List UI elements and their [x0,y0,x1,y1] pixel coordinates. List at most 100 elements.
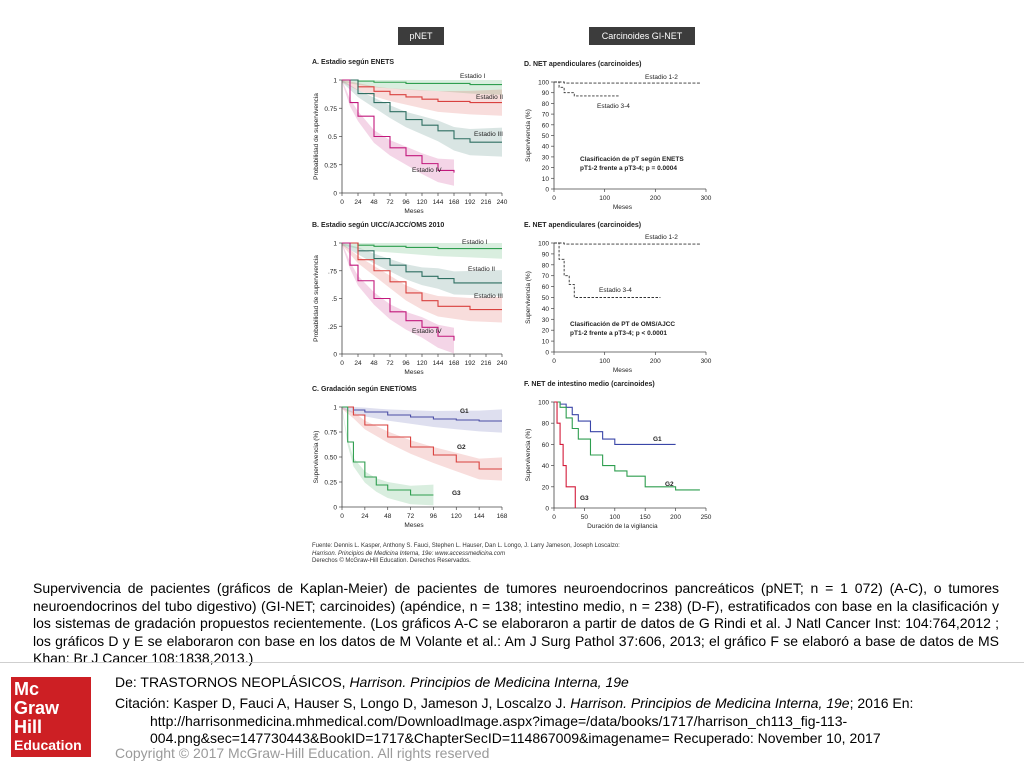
confidence-band [342,407,502,433]
y-tick-label: .25 [328,324,337,331]
x-tick-label: 216 [481,199,492,206]
x-tick-label: 96 [430,513,438,520]
y-axis-label: Supervivencia (%) [525,109,532,162]
series-label: G2 [665,481,674,488]
confidence-band [342,243,502,296]
survival-curve [342,79,502,86]
x-tick-label: 24 [354,199,362,206]
x-axis-label: Meses [613,204,633,211]
x-tick-label: 72 [386,199,394,206]
survival-curve [342,79,502,143]
y-tick-label: 100 [538,400,549,407]
y-axis-label: Supervivencia (%) [525,271,532,324]
x-tick-label: 240 [497,360,508,367]
y-axis-label: Supervivencia (%) [313,431,320,484]
x-tick-label: 48 [370,360,378,367]
x-tick-label: 120 [451,513,462,520]
survival-curve [342,242,502,250]
y-tick-label: 50 [542,295,550,302]
survival-curve [554,242,661,298]
y-tick-label: 0.75 [324,430,337,437]
x-tick-label: 48 [384,513,392,520]
series-label: Estadio I [460,73,485,80]
confidence-band [342,243,502,323]
series-label: Estadio IV [412,167,442,174]
series-label: Estadio IV [412,328,442,335]
x-tick-label: 50 [581,514,589,521]
y-tick-label: 1 [333,241,337,248]
survival-curve [342,79,455,173]
chapter-reference: De: TRASTORNOS NEOPLÁSICOS, Harrison. Pr… [115,674,629,690]
y-tick-label: 40 [542,144,550,151]
confidence-band [342,407,434,506]
y-tick-label: 0 [545,506,549,513]
survival-curve [554,401,676,445]
x-tick-label: 96 [402,360,410,367]
survival-curve [342,242,455,341]
confidence-band [342,80,502,157]
divider [0,662,1024,663]
survival-curve [554,242,701,245]
y-tick-label: 0.25 [324,162,337,169]
figure-source: Fuente: Dennis L. Kasper, Anthony S. Fau… [312,543,620,564]
x-tick-label: 216 [481,360,492,367]
x-tick-label: 0 [340,513,344,520]
x-tick-label: 300 [701,195,712,202]
test-note: pT1-2 frente a pT3-4; p < 0.0001 [570,330,667,337]
x-tick-label: 200 [650,358,661,365]
y-tick-label: 30 [542,154,550,161]
y-tick-label: 90 [542,251,550,258]
citation: Citación: Kasper D, Fauci A, Hauser S, L… [115,695,945,748]
x-tick-label: 144 [433,199,444,206]
y-tick-label: 60 [542,284,550,291]
y-tick-label: 70 [542,273,550,280]
x-tick-label: 72 [386,360,394,367]
panel-title: D. NET apendiculares (carcinoides) [524,61,641,68]
y-tick-label: 0.5 [328,134,337,141]
x-tick-label: 192 [465,360,476,367]
x-tick-label: 100 [609,514,620,521]
y-tick-label: 0.75 [324,106,337,113]
series-label: Estadio 3-4 [597,103,630,110]
x-tick-label: 100 [599,195,610,202]
series-label: G1 [460,408,469,415]
x-tick-label: 240 [497,199,508,206]
pnet-header: pNET [398,27,444,45]
survival-curve [342,242,502,284]
series-label: Estadio II [476,94,503,101]
citation-url[interactable]: http://harrisonmedicina.mhmedical.com/Do… [150,712,848,729]
mcgraw-hill-logo: Mc Graw Hill Education [11,677,91,757]
y-tick-label: 0 [333,191,337,198]
series-label: Estadio III [474,131,503,138]
x-tick-label: 0 [552,514,556,521]
y-tick-label: 80 [542,262,550,269]
citation-url-cont[interactable]: 004.png&sec=147730443&BookID=1717&Chapte… [150,730,881,746]
confidence-band [342,243,502,259]
y-tick-label: 10 [542,339,550,346]
panel-title: E. NET apendiculares (carcinoides) [524,222,641,229]
y-axis-label: Probabilidad de supervivencia [313,93,320,180]
x-axis-label: Duración de la vigilancia [587,523,658,530]
y-tick-label: 70 [542,112,550,119]
survival-curve [554,81,620,97]
x-tick-label: 24 [354,360,362,367]
y-tick-label: .5 [332,296,338,303]
y-axis-label: Probabilidad de supervivencia [313,255,320,342]
y-tick-label: 100 [538,241,549,248]
series-label: Estadio I [462,239,487,246]
confidence-band [342,243,454,354]
x-axis-label: Meses [404,369,424,376]
x-axis-label: Meses [404,522,424,529]
series-label: Estadio III [474,293,503,300]
survival-curve [554,401,576,508]
survival-curve [342,406,502,470]
series-label: G3 [580,495,589,502]
y-tick-label: 20 [542,328,550,335]
x-tick-label: 168 [497,513,508,520]
x-tick-label: 24 [361,513,369,520]
panel-title: F. NET de intestino medio (carcinoides) [524,381,655,388]
x-axis-label: Meses [404,208,424,215]
y-tick-label: 0 [333,505,337,512]
y-tick-label: 0 [545,350,549,357]
y-tick-label: .75 [328,268,337,275]
